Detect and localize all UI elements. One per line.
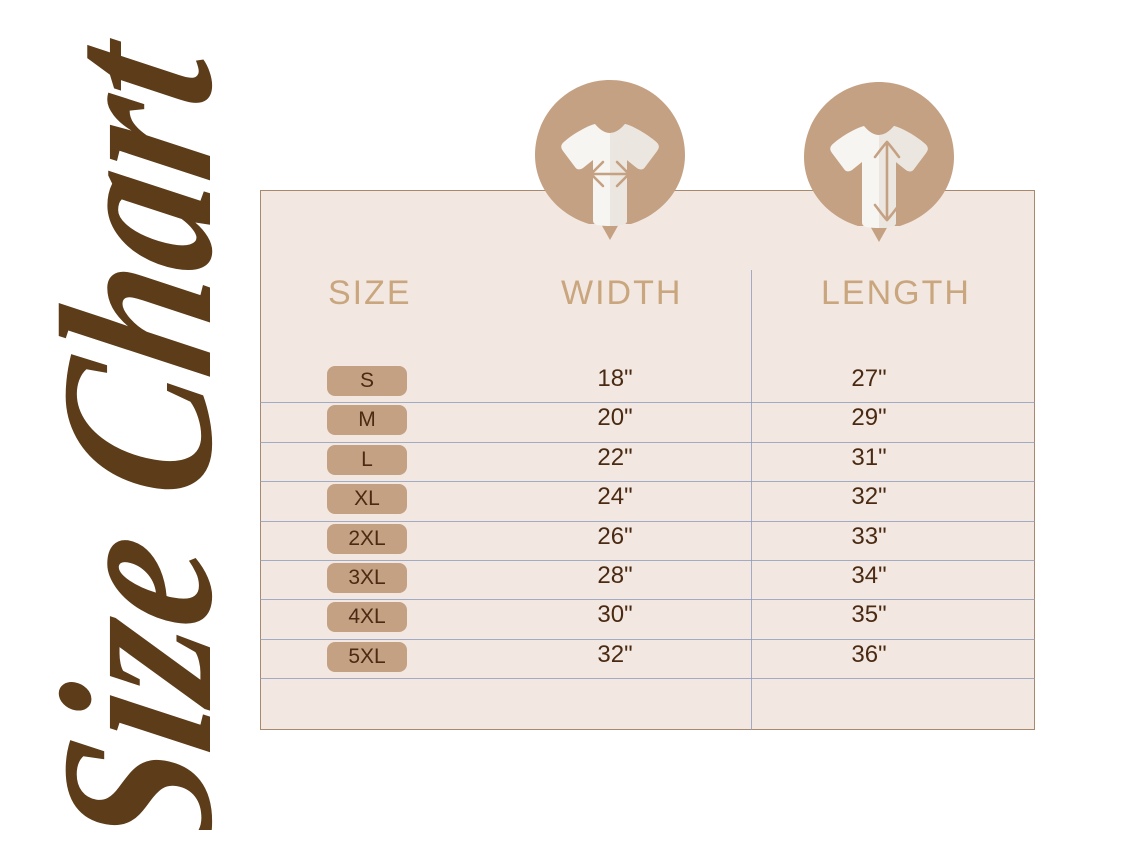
svg-text:Size Chart: Size Chart (16, 30, 258, 830)
